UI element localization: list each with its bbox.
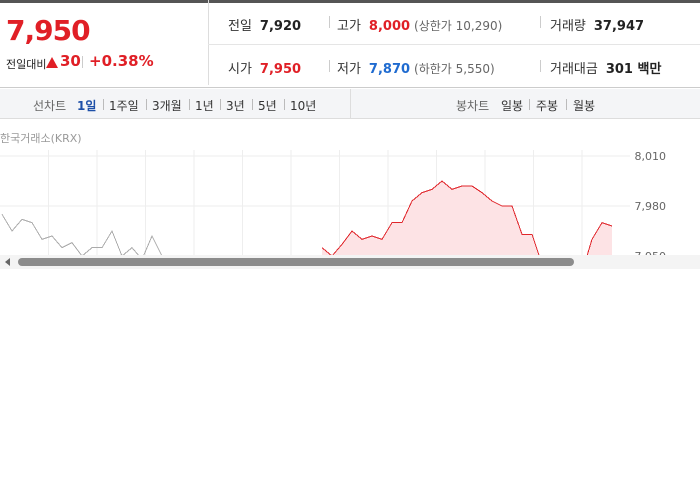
- stat-value: 7,870: [368, 62, 411, 77]
- candle-tab[interactable]: 월봉: [573, 99, 596, 113]
- y-tick-label: 7,950: [635, 250, 667, 255]
- period-tab[interactable]: 10년: [290, 99, 317, 113]
- price-line: [1, 214, 163, 255]
- period-tab[interactable]: 3개월: [152, 99, 182, 113]
- divider: [220, 99, 221, 110]
- divider: [146, 99, 147, 110]
- stat: 고가 8,000 (상한가 10,290): [337, 15, 502, 34]
- period-tab[interactable]: 1주일: [109, 99, 139, 113]
- stat: 전일 7,920: [228, 15, 301, 34]
- stat-label: 고가: [337, 19, 361, 34]
- divider: [284, 99, 285, 110]
- scroll-left[interactable]: [5, 258, 10, 266]
- row-divider: [208, 44, 700, 45]
- stat-label: 저가: [337, 62, 361, 77]
- change-rate: +0.38%: [89, 52, 154, 70]
- stat: 거래대금 301 백만: [550, 58, 661, 77]
- stat-label: 거래량: [550, 19, 586, 34]
- scrollbar[interactable]: [0, 255, 700, 269]
- area: [322, 181, 612, 255]
- divider: [529, 99, 530, 110]
- divider: [82, 56, 83, 68]
- period-tab[interactable]: 5년: [258, 99, 277, 113]
- divider: [329, 16, 330, 28]
- stat-value: 7,920: [259, 19, 302, 34]
- stat-value: 7,950: [259, 62, 302, 77]
- stat-limit: (상한가 10,290): [414, 19, 503, 33]
- period-bar: 선차트 1일 1주일 3개월 1년 3년 5년 10년 봉차트 일봉 주봉 월봉: [0, 89, 700, 119]
- stat: 시가 7,950: [228, 58, 301, 77]
- divider: [540, 60, 541, 72]
- divider: [103, 99, 104, 110]
- divider: [566, 99, 567, 110]
- source: 한국거래소(KRX): [0, 132, 82, 145]
- divider: [329, 60, 330, 72]
- price-line: [321, 180, 613, 255]
- stat-label: 전일: [228, 19, 252, 34]
- price: 7,950: [6, 14, 91, 47]
- candle-chart-label: 봉차트: [456, 99, 490, 113]
- divider: [540, 16, 541, 28]
- divider: [350, 89, 351, 119]
- y-tick-label: 7,980: [635, 200, 667, 213]
- stat-value: 8,000: [368, 19, 411, 34]
- divider: [252, 99, 253, 110]
- stat-label: 거래대금: [550, 62, 598, 77]
- stat: 저가 7,870 (하한가 5,550): [337, 58, 495, 77]
- period-tab[interactable]: 1년: [195, 99, 214, 113]
- line-chart-label: 선차트: [33, 99, 67, 113]
- scroll-thumb[interactable]: [18, 258, 574, 266]
- quote-panel: [0, 0, 700, 88]
- up-arrow: [46, 57, 58, 68]
- period-tab[interactable]: 3년: [226, 99, 245, 113]
- y-tick-label: 8,010: [635, 150, 667, 163]
- stat-value: 301 백만: [605, 62, 662, 77]
- chart: 8,010 7,980 7,950: [0, 150, 667, 255]
- divider: [189, 99, 190, 110]
- stats: [208, 0, 700, 85]
- change-label: 전일대비: [6, 58, 47, 71]
- stat-label: 시가: [228, 62, 252, 77]
- candle-tab[interactable]: 일봉: [501, 99, 524, 113]
- candle-tab[interactable]: 주봉: [536, 99, 559, 113]
- stat: 거래량 37,947: [550, 15, 644, 34]
- period-tab[interactable]: 1일: [77, 99, 97, 113]
- stat-limit: (하한가 5,550): [414, 62, 495, 76]
- change: 30: [60, 52, 81, 70]
- stat-value: 37,947: [593, 19, 645, 34]
